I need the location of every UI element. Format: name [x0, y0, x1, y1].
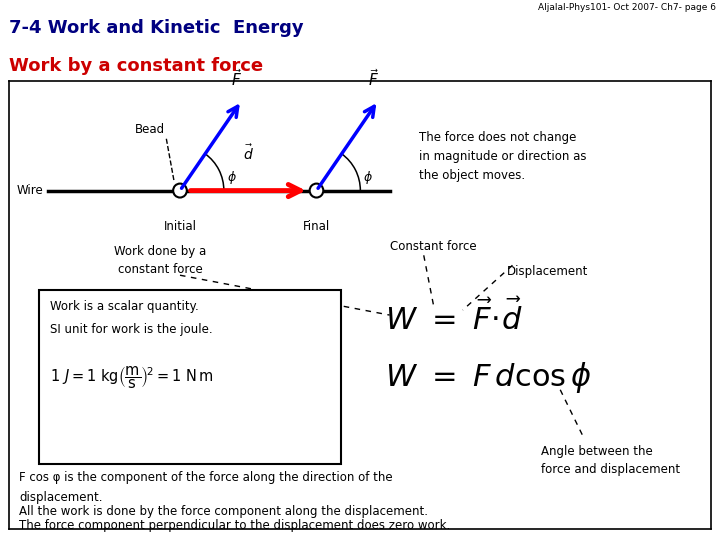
Text: $W\ =\ F\,d\cos\phi$: $W\ =\ F\,d\cos\phi$ — [384, 360, 591, 395]
Text: $1\ J = 1\ \mathrm{kg}\left(\dfrac{\mathrm{m}}{\mathrm{s}}\right)^{\!2} = 1\ \ma: $1\ J = 1\ \mathrm{kg}\left(\dfrac{\math… — [50, 365, 214, 392]
Text: Final: Final — [303, 220, 330, 233]
Text: $\phi$: $\phi$ — [364, 168, 373, 186]
Text: Initial: Initial — [163, 220, 197, 233]
Text: SI unit for work is the joule.: SI unit for work is the joule. — [50, 323, 213, 336]
FancyBboxPatch shape — [39, 290, 341, 464]
Text: The force component perpendicular to the displacement does zero work.: The force component perpendicular to the… — [19, 519, 451, 532]
Text: Aljalal-Phys101- Oct 2007- Ch7- page 6: Aljalal-Phys101- Oct 2007- Ch7- page 6 — [539, 3, 716, 12]
Text: Bead: Bead — [135, 123, 166, 136]
Text: Work done by a
constant force: Work done by a constant force — [114, 245, 207, 276]
Circle shape — [174, 184, 186, 198]
Text: F cos φ is the component of the force along the direction of the: F cos φ is the component of the force al… — [19, 471, 392, 484]
Text: Work is a scalar quantity.: Work is a scalar quantity. — [50, 300, 199, 313]
Text: $W\ =\ \vec{F}\!\cdot\!\vec{d}$: $W\ =\ \vec{F}\!\cdot\!\vec{d}$ — [384, 300, 523, 337]
Text: displacement.: displacement. — [19, 491, 103, 504]
Text: $\vec{d}$: $\vec{d}$ — [243, 143, 253, 163]
Circle shape — [310, 184, 323, 198]
Text: Angle between the
force and displacement: Angle between the force and displacement — [541, 444, 680, 476]
Text: The force does not change
in magnitude or direction as
the object moves.: The force does not change in magnitude o… — [419, 131, 586, 182]
Text: 7-4 Work and Kinetic  Energy: 7-4 Work and Kinetic Energy — [9, 19, 304, 37]
Text: $\phi$: $\phi$ — [227, 168, 237, 186]
Text: Work by a constant force: Work by a constant force — [9, 57, 264, 75]
Text: Wire: Wire — [17, 184, 43, 197]
Text: $\vec{F}$: $\vec{F}$ — [368, 68, 379, 89]
Text: Constant force: Constant force — [390, 240, 476, 253]
Text: All the work is done by the force component along the displacement.: All the work is done by the force compon… — [19, 505, 428, 518]
Text: $\vec{F}$: $\vec{F}$ — [231, 68, 242, 89]
Text: Displacement: Displacement — [507, 265, 588, 278]
